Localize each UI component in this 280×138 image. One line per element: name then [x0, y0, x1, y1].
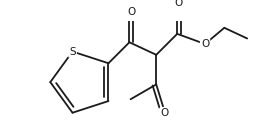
Text: S: S [69, 47, 76, 57]
Text: O: O [201, 39, 209, 49]
Text: O: O [175, 0, 183, 8]
Text: O: O [127, 7, 135, 17]
Text: O: O [161, 108, 169, 118]
